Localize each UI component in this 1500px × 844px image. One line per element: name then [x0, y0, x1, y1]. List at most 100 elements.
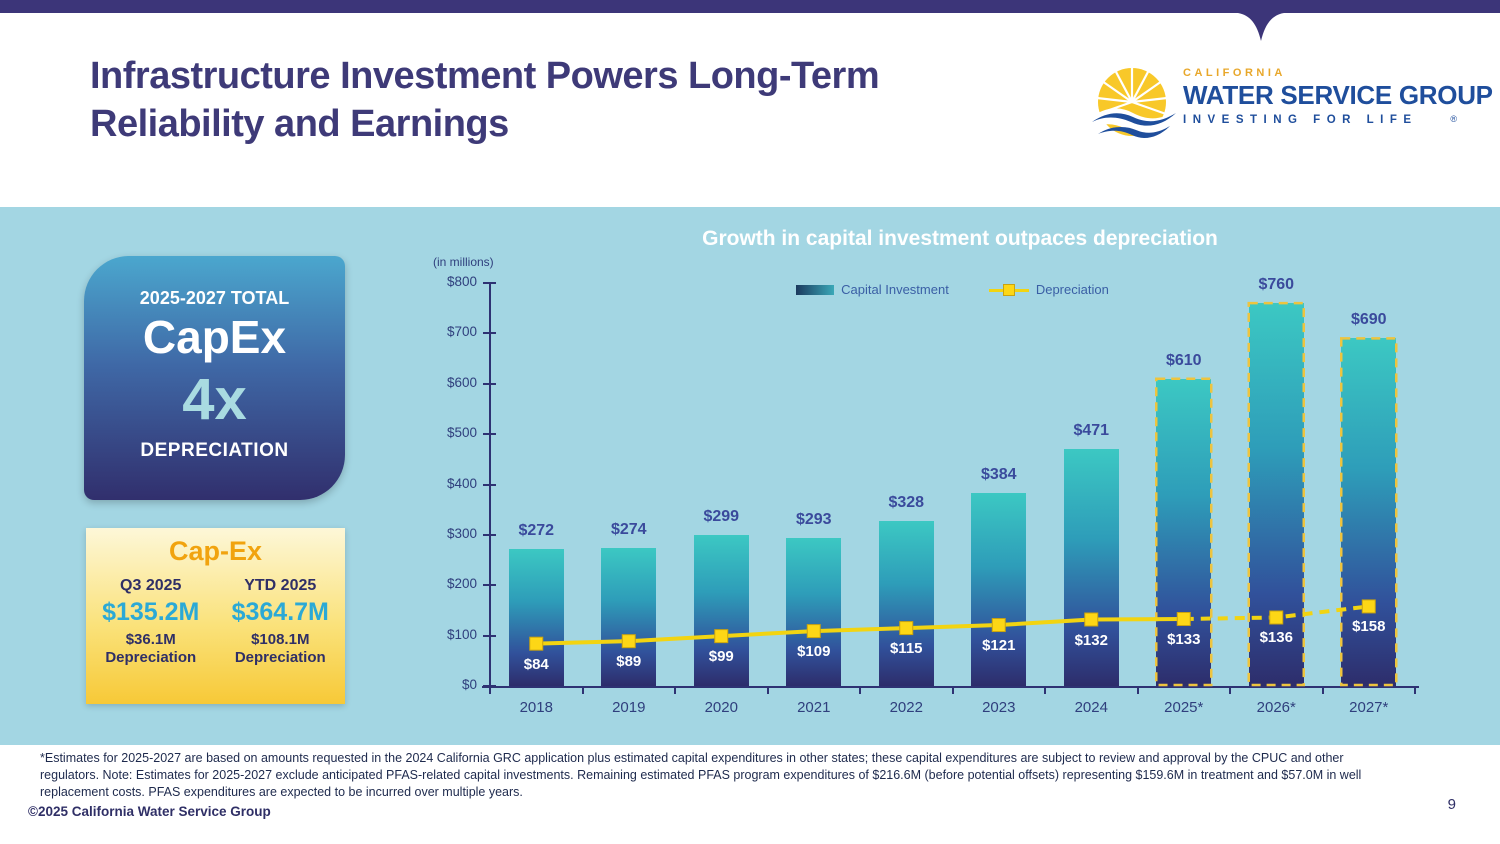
line-overlay — [529, 301, 1398, 687]
bar-2020 — [693, 535, 749, 686]
capex-total-callout: 2025-2027 TOTAL CapEx 4x DEPRECIATION — [84, 256, 345, 500]
page-number: 9 — [1447, 796, 1456, 813]
depreciation-marker — [1176, 612, 1191, 627]
x-axis-category-label: 2019 — [612, 699, 646, 716]
capex-q3-period: Q3 2025 — [120, 577, 182, 594]
bar-2023 — [971, 492, 1027, 686]
x-axis-tick-mark — [859, 687, 861, 694]
x-axis-tick-mark — [1414, 687, 1416, 694]
copyright: ©2025 California Water Service Group — [28, 804, 271, 819]
page-title: Infrastructure Investment Powers Long-Te… — [90, 52, 880, 148]
legend-capital-investment-label: Capital Investment — [841, 282, 949, 297]
y-axis-tick-mark — [483, 382, 496, 385]
page-title-line2: Reliability and Earnings — [90, 103, 509, 145]
legend-item-depreciation: Depreciation — [988, 282, 1109, 297]
depreciation-marker — [806, 624, 821, 639]
y-axis-tick-mark — [483, 332, 496, 335]
company-logo: CALIFORNIA WATER SERVICE GROUP INVESTING… — [1086, 60, 1493, 148]
bar-2024 — [1063, 448, 1119, 686]
capex-ytd-amount: $364.7M — [231, 598, 329, 626]
chart-units-label: (in millions) — [433, 255, 494, 269]
estimated-bar-outline — [1247, 301, 1305, 687]
chart-plot: $0 $100 $200 $300 $400 $500 $600 $700 $800 $272 2… — [447, 274, 1419, 716]
top-accent-bar — [0, 0, 1500, 13]
capex-q3-dep-amount: $36.1M — [125, 631, 176, 648]
x-axis-tick-mark — [766, 687, 769, 694]
logo-california-label: CALIFORNIA — [1183, 67, 1286, 79]
y-axis-tick-label: $100 — [446, 626, 477, 642]
bar-2022 — [878, 520, 934, 686]
x-axis-tick-mark — [674, 687, 676, 694]
bar-2019 — [601, 547, 657, 686]
capex-q3-column: Q3 2025 $135.2M $36.1M Depreciation — [86, 577, 216, 666]
depreciation-marker — [1084, 612, 1099, 627]
chart-title: Growth in capital investment outpaces de… — [702, 227, 1218, 250]
depreciation-line — [536, 617, 1184, 646]
legend-depreciation-label: Depreciation — [1035, 282, 1109, 297]
x-axis-tick-mark — [951, 687, 954, 694]
y-axis-tick-mark — [483, 634, 496, 637]
depreciation-marker — [899, 621, 914, 636]
y-axis-tick-mark — [483, 483, 496, 486]
capex-total-title: CapEx — [142, 311, 287, 363]
bar-2021 — [786, 538, 842, 686]
logo-brand-name: WATER SERVICE GROUP — [1183, 80, 1493, 110]
y-axis-tick-mark — [483, 584, 496, 587]
x-axis-tick-mark — [489, 687, 491, 694]
bar-2027* — [1341, 338, 1397, 686]
footnote-line3: replacement costs. PFAS expenditures are… — [40, 785, 523, 799]
depreciation-marker — [714, 629, 729, 644]
x-axis-category-label: 2027* — [1349, 699, 1389, 716]
x-axis-tick-mark — [1229, 687, 1231, 694]
estimated-bar-outline — [1155, 377, 1213, 687]
capex-total-depreciation-label: DEPRECIATION — [140, 440, 289, 461]
y-axis-tick-mark — [483, 282, 496, 284]
capital-investment-swatch-icon — [796, 284, 835, 295]
depreciation-marker — [621, 634, 636, 649]
x-axis-category-label: 2021 — [797, 699, 831, 716]
capex-ytd-dep-amount: $108.1M — [251, 631, 310, 648]
y-axis-tick-mark — [483, 433, 496, 436]
depreciation-marker — [1269, 610, 1284, 625]
y-axis-tick-label: $300 — [446, 525, 477, 541]
capex-box-columns: Q3 2025 $135.2M $36.1M Depreciation YTD … — [86, 577, 345, 666]
banner-notch-icon — [1238, 13, 1284, 41]
x-axis-tick-mark — [581, 687, 584, 694]
chart-legend: Capital Investment Depreciation — [490, 282, 1415, 297]
registered-mark: ® — [1450, 114, 1457, 124]
capex-ytd-period: YTD 2025 — [244, 577, 317, 594]
capex-quarter-callout: Cap-Ex Q3 2025 $135.2M $36.1M Depreciati… — [86, 528, 345, 704]
sun-waves-logo-icon — [1088, 66, 1178, 138]
depreciation-marker — [1361, 599, 1376, 614]
x-axis-category-label: 2024 — [1074, 699, 1108, 716]
footnote-line1: *Estimates for 2025-2027 are based on am… — [40, 751, 1344, 765]
footnote: *Estimates for 2025-2027 are based on am… — [40, 750, 1470, 801]
bar-2018 — [508, 548, 564, 686]
capex-ytd-dep-label: Depreciation — [234, 649, 326, 666]
x-axis-tick-mark — [1136, 687, 1139, 694]
capex-total-multiplier: 4x — [182, 367, 247, 432]
bars-layer — [490, 283, 1415, 686]
depreciation-marker — [991, 618, 1006, 633]
x-axis-category-label: 2022 — [889, 699, 923, 716]
x-axis-tick-mark — [1044, 687, 1046, 694]
logo-tagline: INVESTING FOR LIFE — [1183, 114, 1418, 126]
x-axis-category-label: 2020 — [704, 699, 738, 716]
y-axis-tick-label: $0 — [461, 677, 477, 692]
page-title-line1: Infrastructure Investment Powers Long-Te… — [90, 55, 880, 97]
capex-q3-dep-label: Depreciation — [105, 649, 197, 666]
legend-item-capital-investment: Capital Investment — [796, 282, 949, 297]
y-axis-tick-mark — [483, 533, 496, 536]
depreciation-marker — [529, 636, 544, 651]
footnote-line2: regulators. Note: Estimates for 2025-202… — [40, 768, 1362, 782]
capex-q3-amount: $135.2M — [102, 598, 200, 626]
capex-box-title: Cap-Ex — [168, 536, 263, 566]
x-axis-category-label: 2023 — [982, 699, 1016, 716]
depreciation-swatch-icon — [988, 283, 1029, 296]
x-axis-category-label: 2018 — [519, 699, 553, 716]
capex-ytd-column: YTD 2025 $364.7M $108.1M Depreciation — [216, 577, 346, 666]
y-axis-tick-label: $600 — [446, 374, 477, 390]
y-axis-tick-label: $400 — [446, 475, 477, 491]
x-axis-category-label: 2026* — [1256, 699, 1296, 716]
